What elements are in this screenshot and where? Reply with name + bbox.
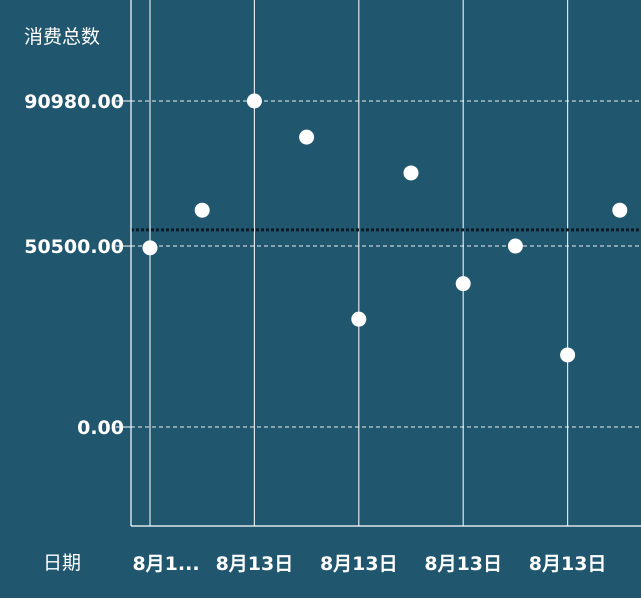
data-point	[142, 240, 158, 256]
data-point	[507, 238, 523, 254]
x-tick-label: 8月13日	[216, 553, 294, 575]
data-point	[194, 202, 210, 218]
x-tick-label: 8月13日	[320, 553, 398, 575]
x-axis-title: 日期	[43, 552, 81, 574]
x-tick-labels: 8月1... 8月13日 8月13日 8月13日 8月13日	[132, 553, 606, 575]
data-point	[403, 165, 419, 181]
axes	[130, 0, 641, 527]
data-point	[455, 276, 471, 292]
horizontal-grid	[116, 100, 641, 428]
data-point	[246, 93, 262, 109]
y-tick-label: 0.00	[77, 417, 124, 439]
x-tick-label: 8月13日	[529, 553, 607, 575]
data-point	[351, 311, 367, 327]
data-point	[612, 202, 628, 218]
y-axis-title: 消费总数	[24, 26, 100, 48]
x-tick-label: 8月13日	[424, 553, 502, 575]
y-tick-labels: 90980.00 50500.00 0.00	[24, 91, 124, 439]
x-tick-label: 8月1...	[132, 553, 199, 575]
data-points	[142, 93, 628, 363]
vertical-grid	[149, 0, 569, 526]
data-point	[560, 347, 576, 363]
y-tick-label: 90980.00	[24, 91, 124, 113]
y-tick-label: 50500.00	[24, 236, 124, 258]
data-point	[299, 129, 315, 145]
